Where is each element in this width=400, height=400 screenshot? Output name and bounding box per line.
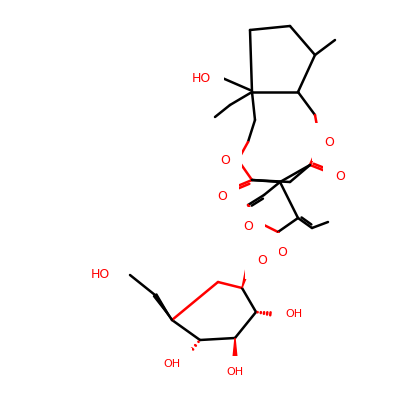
Polygon shape — [242, 268, 250, 288]
Text: OH: OH — [164, 359, 180, 369]
Text: O: O — [243, 220, 253, 232]
Polygon shape — [233, 338, 237, 358]
Text: O: O — [277, 246, 287, 258]
Text: HO: HO — [192, 72, 211, 84]
Text: O: O — [220, 154, 230, 166]
Text: OH: OH — [285, 309, 302, 319]
Text: O: O — [335, 170, 345, 184]
Text: OH: OH — [226, 367, 244, 377]
Text: O: O — [257, 254, 267, 266]
Text: O: O — [324, 136, 334, 148]
Text: HO: HO — [91, 268, 110, 282]
Text: O: O — [217, 190, 227, 202]
Polygon shape — [153, 294, 172, 320]
